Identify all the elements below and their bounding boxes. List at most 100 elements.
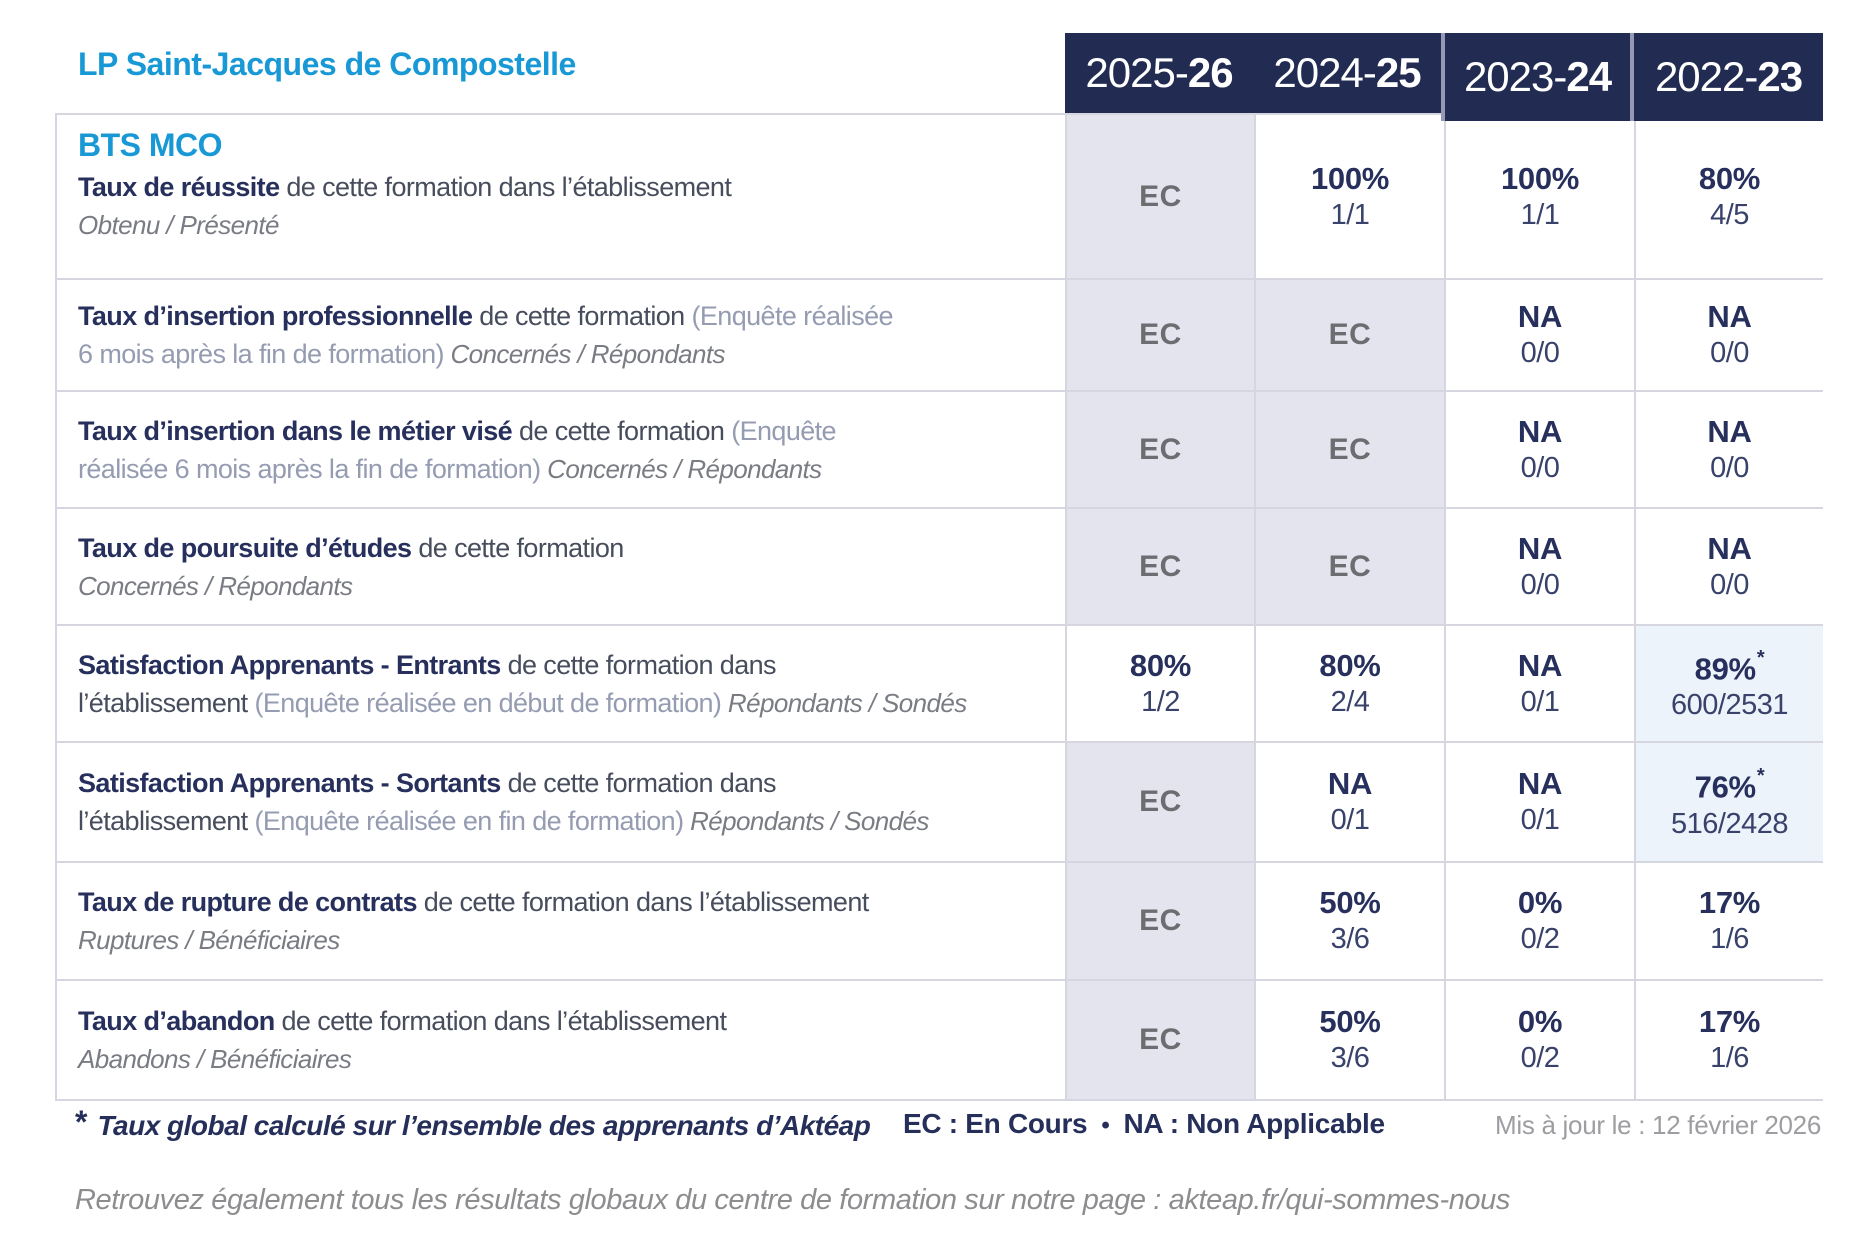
cell-fraction: 0/2 xyxy=(1520,923,1560,955)
label-segment: 6 mois après la fin de formation) xyxy=(78,339,444,369)
label-segment: Taux de rupture de contrats xyxy=(78,887,417,917)
table-row: Satisfaction Apprenants - Entrants de ce… xyxy=(57,626,1823,743)
label-segment: (Enquête réalisée en fin de formation) xyxy=(254,806,685,836)
school-title: LP Saint-Jacques de Compostelle xyxy=(78,46,576,82)
row-label: Satisfaction Apprenants - Entrants de ce… xyxy=(57,626,1065,741)
value-cell: 50% 3/6 xyxy=(1254,863,1444,979)
value-cell: 17% 1/6 xyxy=(1634,981,1823,1099)
row-label-text: Satisfaction Apprenants - Entrants de ce… xyxy=(78,646,1053,722)
year-bold: 26 xyxy=(1187,49,1234,96)
label-segment: Concernés / Répondants xyxy=(443,339,725,369)
label-segment: Taux d’abandon xyxy=(78,1006,275,1036)
value-cell: 80% 4/5 xyxy=(1634,115,1823,278)
year-prefix: 2024- xyxy=(1273,49,1376,96)
cell-value: EC xyxy=(1328,549,1372,583)
value-cell: 89%* 600/2531 xyxy=(1634,626,1823,741)
label-segment: Obtenu / Présenté xyxy=(78,210,279,240)
year-column-header: 2025- 26 xyxy=(1065,33,1253,113)
cell-fraction: 3/6 xyxy=(1330,923,1370,955)
cell-value: 76%* xyxy=(1694,765,1765,805)
cell-value: NA xyxy=(1517,766,1563,801)
value-cell: 100% 1/1 xyxy=(1444,115,1634,278)
label-segment: de cette formation dans xyxy=(500,649,777,680)
cell-fraction: 1/1 xyxy=(1520,198,1560,231)
row-label: Satisfaction Apprenants - Sortants de ce… xyxy=(57,743,1065,861)
label-segment: l’établissement xyxy=(78,687,255,718)
row-label-text: Satisfaction Apprenants - Sortants de ce… xyxy=(78,764,1053,840)
label-segment: Concernés / Répondants xyxy=(78,570,353,601)
value-cell: 76%* 516/2428 xyxy=(1634,743,1823,861)
year-prefix: 2023- xyxy=(1463,53,1567,100)
cell-value: 17% xyxy=(1698,885,1761,920)
cell-value: 100% xyxy=(1310,160,1390,196)
cell-value: NA xyxy=(1707,299,1752,334)
value-cell: 100% 1/1 xyxy=(1254,115,1444,278)
row-label-text: Taux d’abandon de cette formation dans l… xyxy=(78,1002,1053,1078)
label-segment: réalisée 6 mois après la fin de formatio… xyxy=(78,453,541,484)
table-row: Taux d’abandon de cette formation dans l… xyxy=(57,981,1823,1099)
updated-date: Mis à jour le : 12 février 2026 xyxy=(1495,1110,1821,1140)
cell-fraction: 516/2428 xyxy=(1671,807,1788,840)
program-title: BTS MCO xyxy=(78,127,223,163)
label-segment: Ruptures / Bénéficiaires xyxy=(78,925,340,955)
value-cell: EC xyxy=(1065,863,1254,979)
cell-value: NA xyxy=(1517,530,1563,566)
cell-value: NA xyxy=(1707,413,1752,449)
value-cell: EC xyxy=(1065,509,1254,624)
row-label: Taux de poursuite d’études de cette form… xyxy=(57,509,1065,624)
label-segment: de cette formation xyxy=(411,532,624,563)
cell-value: EC xyxy=(1328,318,1372,351)
value-cell: EC xyxy=(1065,743,1254,861)
cell-value: EC xyxy=(1139,1023,1182,1056)
cell-fraction: 0/0 xyxy=(1520,568,1560,601)
cell-value: 17% xyxy=(1698,1004,1761,1039)
year-bold: 24 xyxy=(1566,53,1612,100)
cell-fraction: 3/6 xyxy=(1330,1042,1370,1074)
legend-ec: EC : En Cours xyxy=(903,1108,1088,1139)
table-row: Taux d’insertion dans le métier visé de … xyxy=(57,392,1823,509)
cell-fraction: 0/1 xyxy=(1330,804,1370,836)
cell-fraction: 0/0 xyxy=(1710,568,1749,601)
value-cell: NA 0/1 xyxy=(1444,743,1634,861)
label-segment: de cette formation dans l’établissement xyxy=(274,1006,727,1036)
row-label: Taux de rupture de contrats de cette for… xyxy=(57,863,1065,979)
value-cell: 0% 0/2 xyxy=(1444,863,1634,979)
site-note: Retrouvez également tous les résultats g… xyxy=(75,1184,1510,1216)
label-segment: Satisfaction Apprenants - Sortants xyxy=(78,768,501,798)
label-segment: (Enquête réalisée xyxy=(691,301,894,331)
cell-value: 0% xyxy=(1517,1004,1563,1039)
year-column-header: 2022- 23 xyxy=(1634,33,1823,121)
cell-fraction: 2/4 xyxy=(1330,685,1370,718)
row-label-text: Taux de réussite de cette formation dans… xyxy=(78,168,1053,244)
value-cell: NA 0/0 xyxy=(1634,509,1823,624)
row-label-text: Taux d’insertion professionnelle de cett… xyxy=(78,297,1053,373)
cell-value: 50% xyxy=(1319,885,1381,920)
value-cell: NA 0/0 xyxy=(1634,392,1823,507)
value-cell: EC xyxy=(1254,280,1444,390)
cell-fraction: 1/6 xyxy=(1710,923,1749,955)
legend-text: EC : En Cours • NA : Non Applicable xyxy=(903,1108,1385,1140)
row-label: Taux d’insertion professionnelle de cett… xyxy=(57,280,1065,390)
cell-value: EC xyxy=(1139,318,1182,351)
value-cell: NA 0/1 xyxy=(1444,626,1634,741)
value-cell: NA 0/0 xyxy=(1444,280,1634,390)
footnote-row: * Taux global calculé sur l’ensemble des … xyxy=(55,1104,1823,1148)
cell-value: EC xyxy=(1139,432,1182,466)
value-cell: EC xyxy=(1254,509,1444,624)
global-rate-note: * Taux global calculé sur l’ensemble des … xyxy=(75,1104,871,1143)
value-cell: EC xyxy=(1254,392,1444,507)
label-segment: Concernés / Répondants xyxy=(540,453,822,484)
value-cell: NA 0/1 xyxy=(1254,743,1444,861)
header-divider xyxy=(1630,33,1635,121)
label-segment: Satisfaction Apprenants - Entrants xyxy=(78,649,501,680)
cell-fraction: 0/0 xyxy=(1710,451,1749,484)
cell-value: NA xyxy=(1707,530,1752,566)
label-segment: Abandons / Bénéficiaires xyxy=(78,1044,352,1074)
label-segment: Répondants / Sondés xyxy=(683,806,929,836)
cell-fraction: 0/0 xyxy=(1520,337,1560,369)
value-cell: 0% 0/2 xyxy=(1444,981,1634,1099)
cell-value: EC xyxy=(1328,432,1372,466)
value-cell: EC xyxy=(1065,115,1254,278)
row-label: Taux d’insertion dans le métier visé de … xyxy=(57,392,1065,507)
cell-fraction: 4/5 xyxy=(1710,198,1749,231)
